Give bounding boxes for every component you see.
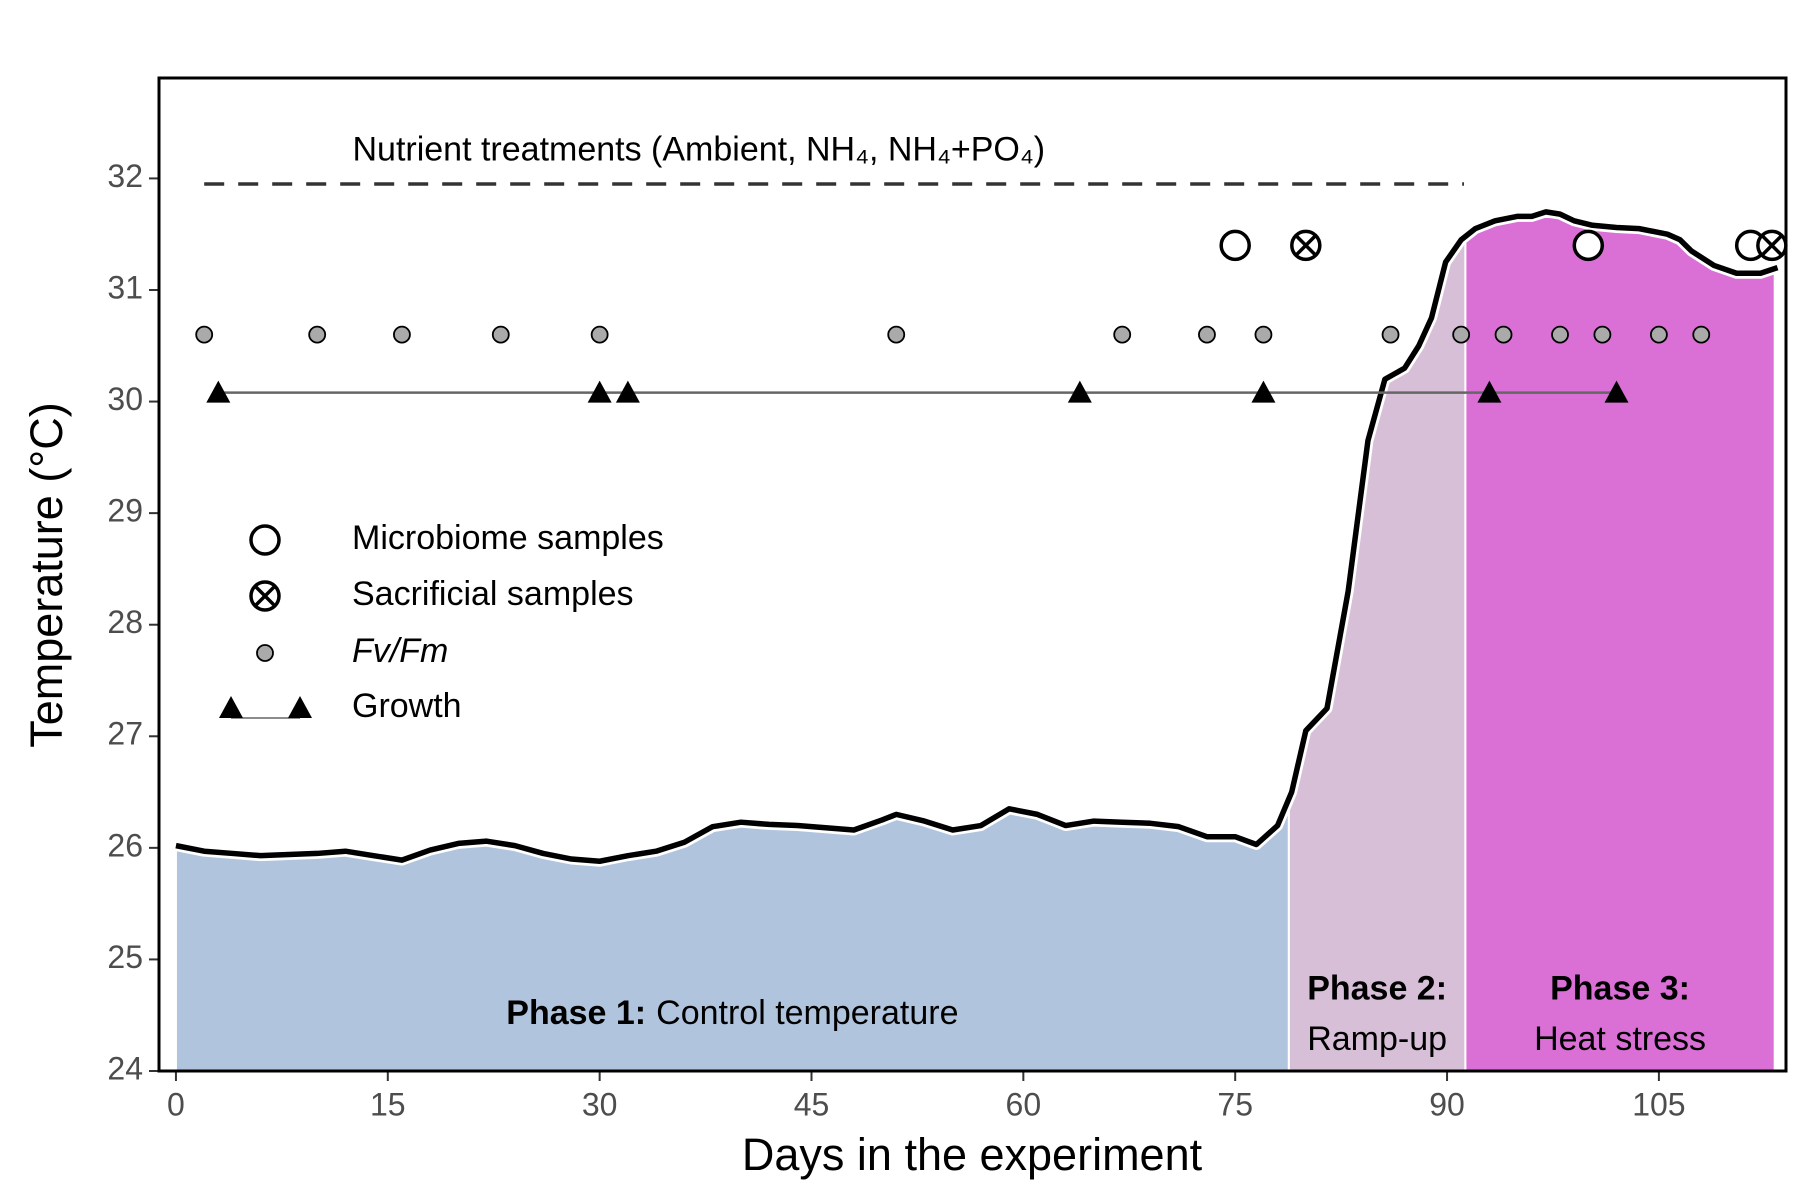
marker-dot — [1551, 325, 1569, 344]
x-tick-label: 60 — [1006, 1086, 1042, 1122]
marker-cross — [1294, 234, 1318, 257]
marker-dot — [590, 325, 609, 344]
marker-triangle — [615, 380, 640, 403]
x-tick-label: 0 — [167, 1086, 185, 1122]
x-tick-label: 15 — [370, 1086, 406, 1122]
marker-dot — [195, 325, 214, 344]
marker-circle — [1219, 229, 1251, 262]
plot-frame — [157, 76, 1788, 1073]
phase-label: Phase 1: Control temperature — [506, 994, 958, 1032]
marker-dot — [308, 325, 327, 344]
y-axis-title: Temperature (°C) — [21, 402, 72, 748]
marker-circle — [249, 524, 281, 556]
marker-triangle — [288, 696, 312, 718]
legend-label: Sacrificial samples — [352, 575, 634, 613]
x-tick-label: 30 — [582, 1086, 618, 1122]
x-tick-label: 90 — [1429, 1086, 1465, 1122]
marker-dot — [1692, 325, 1711, 344]
marker-dot — [1649, 325, 1668, 344]
y-tick-label: 27 — [107, 716, 143, 752]
y-tick-label: 31 — [107, 269, 143, 305]
marker-triangle — [1251, 380, 1276, 403]
x-tick-label: 105 — [1632, 1086, 1685, 1122]
y-tick-label: 32 — [107, 158, 143, 194]
legend-label: Growth — [352, 687, 462, 725]
phase-area — [1464, 210, 1776, 1072]
marker-triangle — [206, 380, 231, 403]
phase-text: Heat stress — [1534, 1020, 1706, 1058]
marker-dot — [393, 325, 411, 344]
legend-label: Microbiome samples — [352, 519, 664, 557]
marker-triangle — [1067, 380, 1092, 403]
marker-dot — [491, 325, 510, 344]
marker-cross — [1760, 234, 1784, 257]
y-tick-label: 26 — [107, 827, 143, 863]
marker-dot — [1198, 325, 1216, 344]
marker-dot — [1381, 325, 1400, 344]
marker-dot — [887, 325, 906, 344]
marker-triangle — [1604, 380, 1629, 403]
phase-title: Phase 1: — [506, 994, 646, 1032]
y-tick-label: 24 — [107, 1050, 143, 1086]
marker-dot — [1113, 325, 1132, 344]
marker-dot — [256, 644, 274, 662]
marker-triangle — [587, 380, 612, 403]
legend-label: Fv/Fm — [352, 632, 448, 670]
x-tick-label: 75 — [1217, 1086, 1253, 1122]
y-tick-label: 29 — [107, 493, 143, 529]
marker-triangle — [1477, 380, 1502, 403]
phase-title: Phase 3: — [1550, 970, 1690, 1008]
y-tick-label: 28 — [107, 604, 143, 640]
temperature-line — [175, 209, 1779, 864]
phase-text: Ramp-up — [1307, 1020, 1447, 1058]
marker-triangle — [219, 696, 243, 718]
marker-dot — [1254, 325, 1273, 344]
y-tick-label: 30 — [107, 381, 143, 417]
marker-dot — [1593, 325, 1612, 344]
phase-title: Phase 2: — [1307, 970, 1447, 1008]
phase-area — [1287, 234, 1467, 1072]
x-axis-title: Days in the experiment — [742, 1129, 1203, 1180]
y-tick-label: 25 — [107, 939, 143, 975]
marker-dot — [1452, 325, 1471, 344]
marker-dot — [1494, 325, 1513, 344]
marker-cross — [253, 584, 277, 608]
marker-circle — [1572, 229, 1605, 262]
phase-text: Control temperature — [656, 994, 958, 1032]
nutrient-label: Nutrient treatments (Ambient, NH₄, NH₄+P… — [352, 131, 1045, 169]
x-tick-label: 45 — [794, 1086, 830, 1122]
